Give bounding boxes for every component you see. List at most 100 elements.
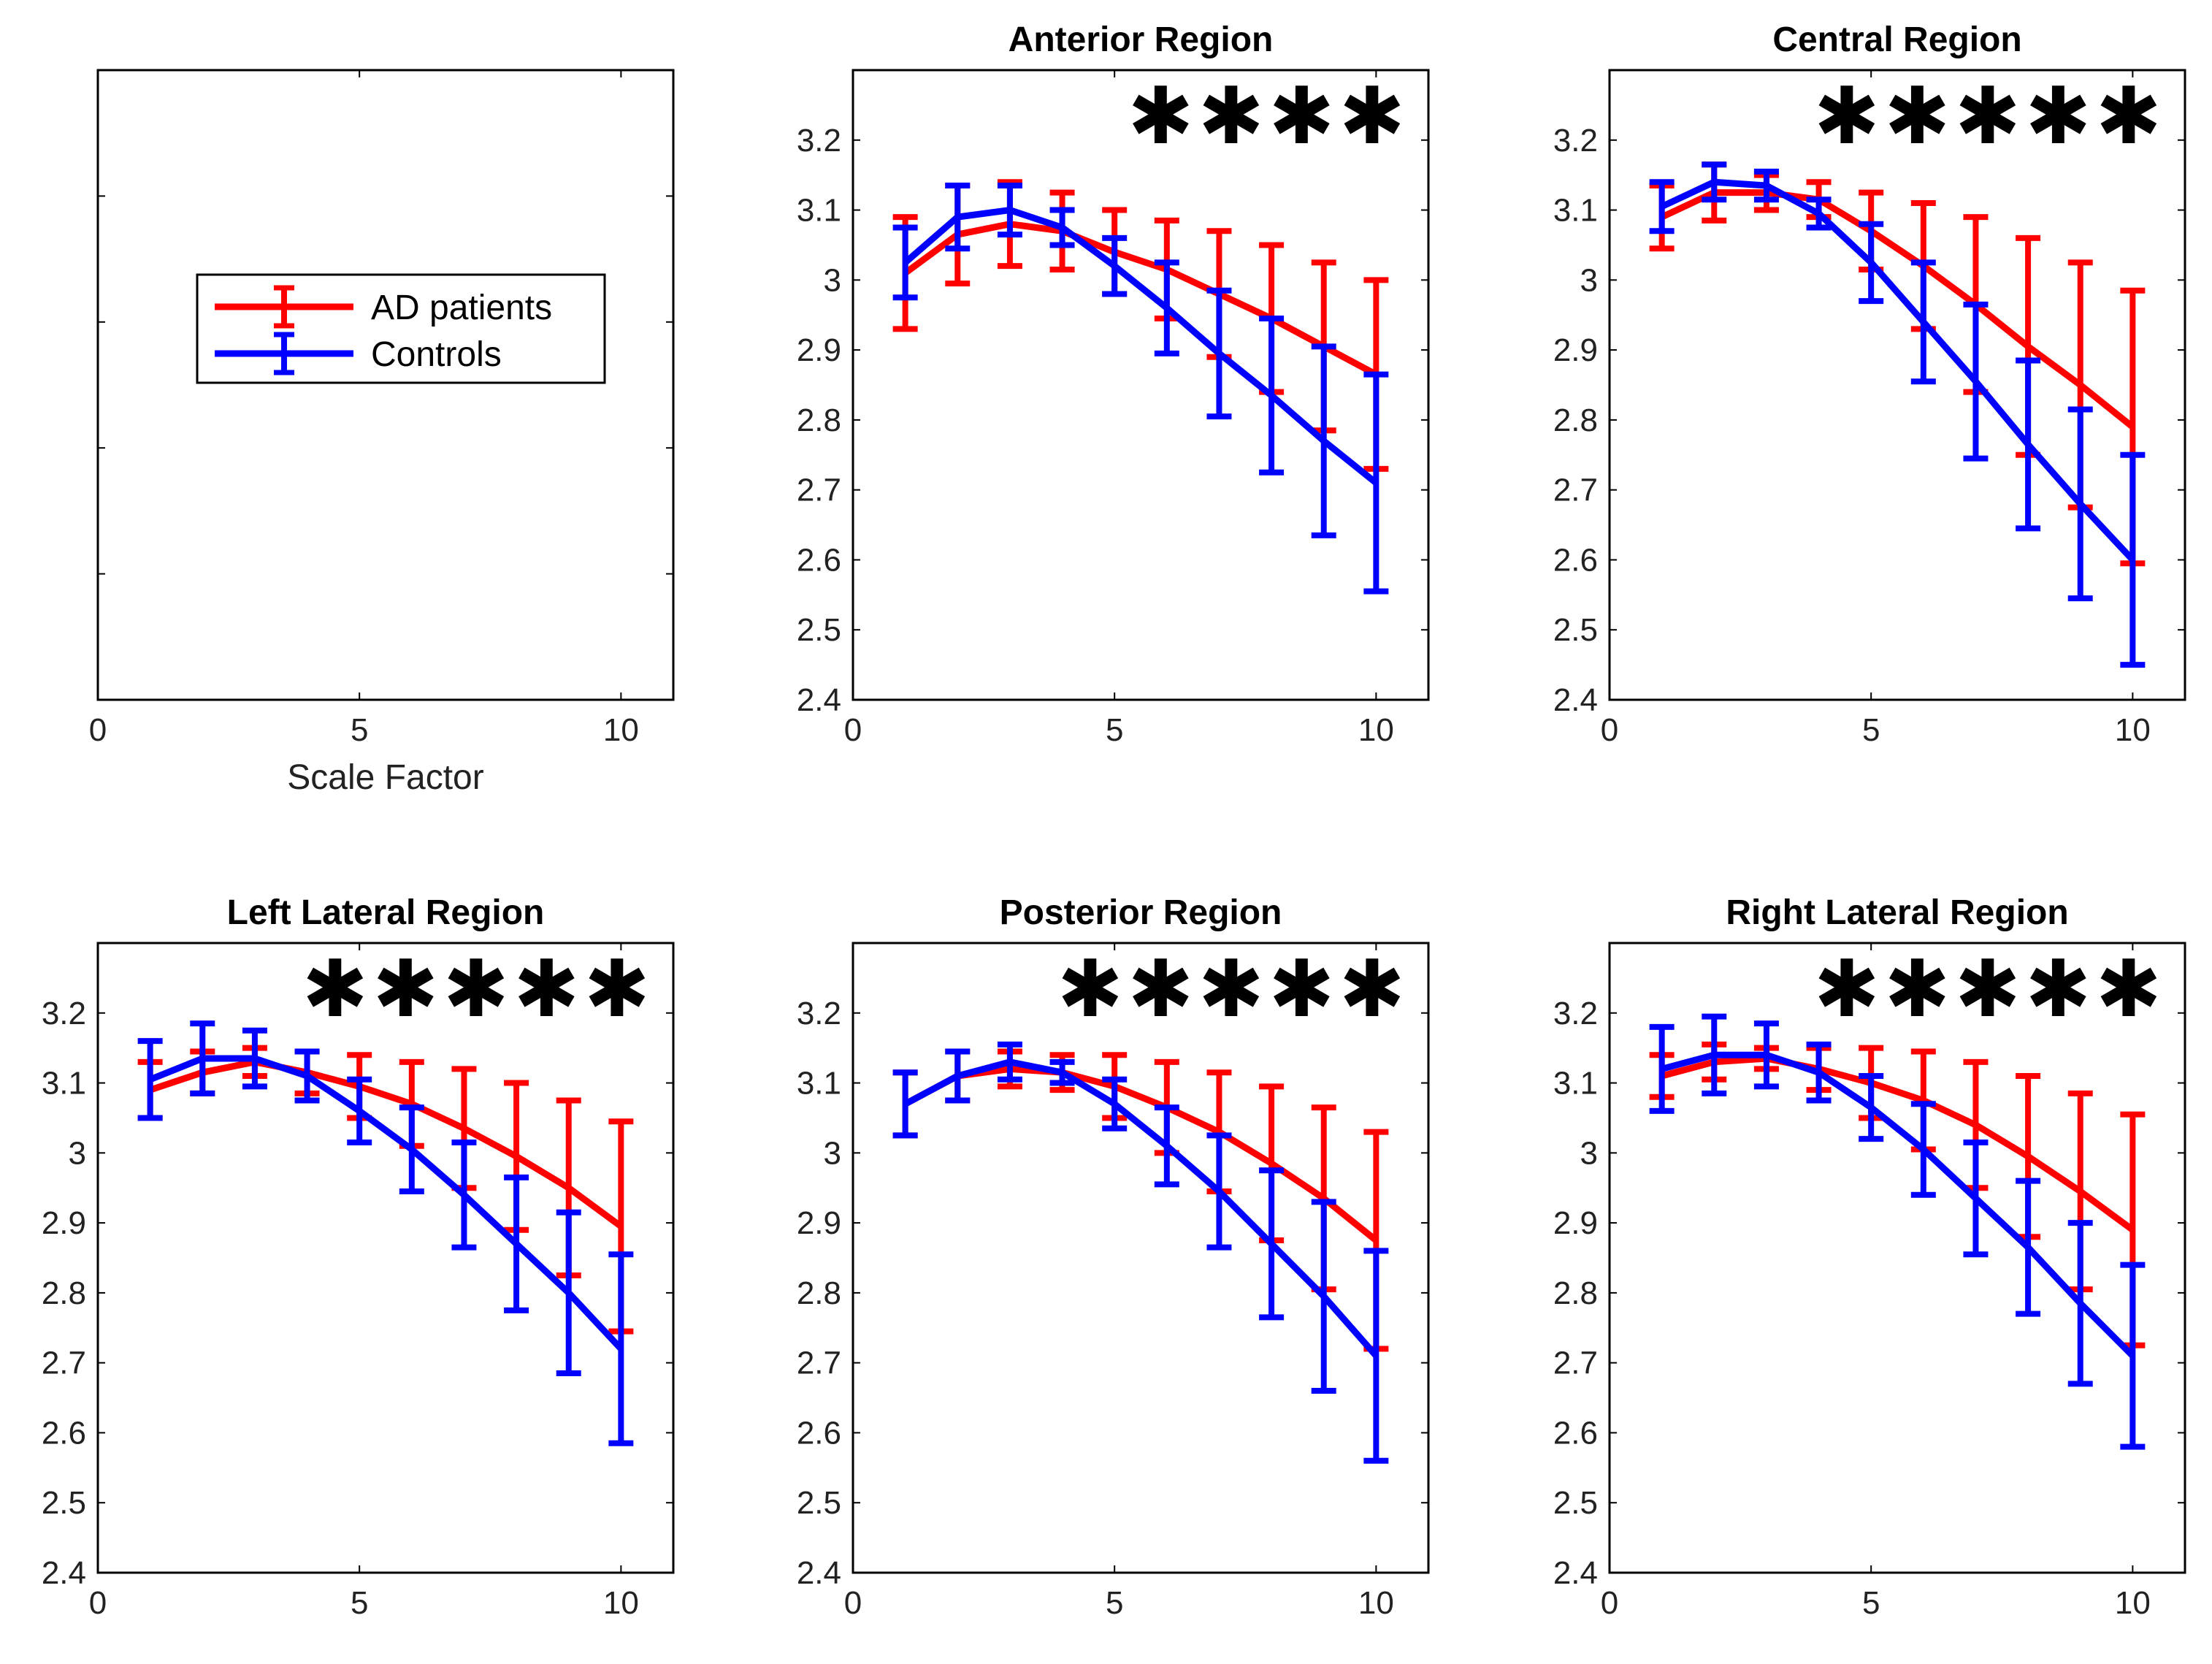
y-tick-label: 2.8 — [797, 1275, 841, 1311]
y-tick-label: 3.1 — [797, 193, 841, 229]
y-tick-label: 3.2 — [1553, 123, 1598, 159]
series-line — [149, 1058, 624, 1229]
panel-right-lateral: Right Lateral Region 0 5 10 2.4 2.5 2.6 2.7 2.8 2… — [1553, 893, 2186, 1621]
significance-stars: ✱✱✱✱✱ — [1814, 944, 2166, 1035]
y-tick-label: 2.9 — [1553, 1205, 1598, 1241]
series-line — [903, 207, 1379, 486]
y-tick-label: 2.7 — [1553, 473, 1598, 508]
plot-area — [1649, 161, 2146, 668]
y-tick-label: 3 — [1580, 262, 1598, 298]
y-tick-label: 2.8 — [42, 1275, 86, 1311]
axes-box — [96, 942, 675, 1574]
axes-box — [96, 69, 675, 701]
y-tick-label: 2.4 — [1553, 1555, 1598, 1591]
panel-anterior: Anterior Region 0 5 10 2.4 2.5 2.6 2.7 2.8 2.9 3 3.… — [797, 20, 1430, 748]
series-controls — [892, 183, 1389, 595]
panel-title: Anterior Region — [1009, 20, 1274, 59]
y-tick-label: 2.5 — [797, 612, 841, 648]
panel-title: Central Region — [1772, 20, 2021, 59]
plot-area — [1649, 1013, 2146, 1450]
y-tick-label: 2.4 — [797, 1555, 841, 1591]
x-tick-label: 10 — [2115, 712, 2151, 748]
series-ad-patients — [1649, 1041, 2146, 1348]
y-tick-label: 2.7 — [797, 473, 841, 508]
axes-box — [1608, 69, 2186, 701]
series-ad-patients — [892, 179, 1389, 472]
y-tick-label: 3.2 — [1553, 996, 1598, 1031]
panel-title: Posterior Region — [1000, 893, 1282, 932]
series-ad-patients — [137, 1045, 634, 1335]
series-controls — [137, 1020, 634, 1446]
y-tick-label: 2.4 — [42, 1555, 86, 1591]
axes-box — [851, 69, 1430, 701]
y-tick-label: 3.2 — [42, 996, 86, 1031]
x-tick-label: 0 — [844, 1585, 862, 1621]
plot-area — [892, 179, 1389, 595]
x-tick-label: 10 — [603, 712, 639, 748]
significance-stars: ✱✱✱✱✱ — [302, 944, 654, 1035]
y-tick-label: 2.7 — [42, 1346, 86, 1381]
y-tick-label: 2.6 — [797, 1415, 841, 1451]
axes-box — [1608, 942, 2186, 1574]
legend-entry-controls: Controls — [215, 332, 502, 375]
y-tick-label: 2.9 — [1553, 332, 1598, 368]
y-tick-label: 2.6 — [42, 1415, 86, 1451]
panel-title: Right Lateral Region — [1726, 893, 2068, 932]
series-controls — [1649, 161, 2146, 668]
x-tick-label: 0 — [89, 712, 107, 748]
x-tick-label: 0 — [89, 1585, 107, 1621]
panel-title: Left Lateral Region — [227, 893, 545, 932]
y-tick-label: 3.1 — [797, 1066, 841, 1102]
y-tick-label: 2.8 — [1553, 402, 1598, 438]
x-tick-label: 5 — [1862, 712, 1880, 748]
significance-stars: ✱✱✱✱✱ — [1057, 944, 1409, 1035]
y-tick-label: 2.8 — [797, 402, 841, 438]
y-tick-label: 3 — [824, 1135, 841, 1171]
y-tick-label: 2.7 — [1553, 1346, 1598, 1381]
x-tick-label: 0 — [1601, 712, 1618, 748]
significance-stars: ✱✱✱✱✱ — [1814, 71, 2166, 162]
legend-box — [196, 273, 606, 384]
series-line — [148, 1055, 624, 1351]
x-tick-label: 5 — [1106, 712, 1123, 748]
panel-left-lateral: Left Lateral Region 0 5 10 2.4 2.5 2.6 2.7 2.8 2.… — [42, 893, 675, 1621]
y-tick-label: 2.4 — [797, 682, 841, 718]
series-line — [1660, 189, 2135, 430]
panel-legend: 0 5 10 Scale Factor AD patients Controls — [89, 69, 675, 797]
series-line — [1661, 1051, 2135, 1359]
series-controls — [1649, 1013, 2146, 1450]
series-line — [1661, 1055, 2135, 1233]
axes-box — [851, 942, 1430, 1574]
y-tick-label: 3.1 — [1553, 193, 1598, 229]
y-tick-label: 3.1 — [42, 1066, 86, 1102]
plot-area — [137, 1020, 634, 1446]
x-tick-label: 5 — [351, 712, 368, 748]
x-tick-label: 0 — [844, 712, 862, 748]
y-tick-label: 3.1 — [1553, 1066, 1598, 1102]
x-tick-label: 10 — [603, 1585, 639, 1621]
y-tick-label: 2.5 — [1553, 1485, 1598, 1521]
y-tick-label: 3 — [1580, 1135, 1598, 1171]
x-axis-label: Scale Factor — [287, 758, 483, 797]
significance-stars: ✱✱✱✱ — [1128, 71, 1409, 162]
x-tick-label: 10 — [1358, 1585, 1394, 1621]
y-tick-label: 2.7 — [797, 1346, 841, 1381]
legend-label: Controls — [371, 335, 502, 374]
series-line — [903, 1065, 1379, 1243]
y-tick-label: 2.8 — [1553, 1275, 1598, 1311]
x-tick-label: 5 — [351, 1585, 368, 1621]
y-tick-label: 2.9 — [797, 1205, 841, 1241]
y-tick-label: 2.5 — [1553, 612, 1598, 648]
y-tick-label: 3.2 — [797, 123, 841, 159]
y-tick-label: 2.9 — [797, 332, 841, 368]
plot-area — [892, 1041, 1389, 1464]
y-tick-label: 2.5 — [797, 1485, 841, 1521]
y-tick-label: 2.6 — [797, 542, 841, 578]
panel-posterior: Posterior Region 0 5 10 2.4 2.5 2.6 2.7 2.8 2.9 3 3… — [797, 893, 1430, 1621]
y-tick-label: 2.6 — [1553, 1415, 1598, 1451]
y-tick-label: 2.5 — [42, 1485, 86, 1521]
x-tick-label: 10 — [1358, 712, 1394, 748]
series-line — [903, 221, 1378, 378]
y-tick-label: 3.2 — [797, 996, 841, 1031]
